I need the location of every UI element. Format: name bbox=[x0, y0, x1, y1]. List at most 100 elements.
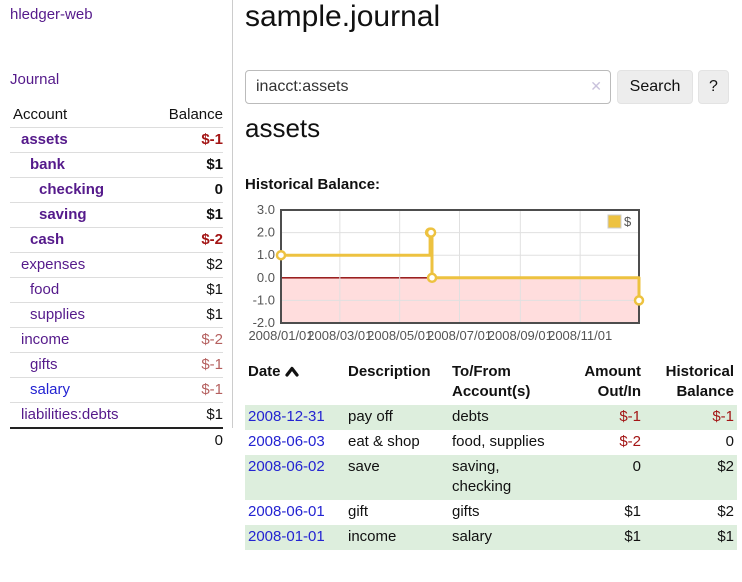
transaction-date-link[interactable]: 2008-01-01 bbox=[248, 528, 325, 545]
register-row: 2008-12-31 pay off debts $-1 $-1 bbox=[245, 405, 737, 430]
register-row: 2008-01-01 income salary $1 $1 bbox=[245, 525, 737, 550]
account-link-liabilities-debts[interactable]: liabilities:debts bbox=[21, 406, 119, 423]
data-point-marker bbox=[426, 272, 438, 284]
transaction-date-cell: 2008-01-01 bbox=[245, 525, 345, 550]
x-axis-tick-label: 2008/11/01 bbox=[548, 328, 612, 343]
register-row: 2008-06-01 gift gifts $1 $2 bbox=[245, 500, 737, 525]
transaction-date-cell: 2008-12-31 bbox=[245, 405, 345, 430]
account-balance: $1 bbox=[152, 277, 223, 303]
x-axis-tick-label: 2008/09/01 bbox=[488, 328, 553, 343]
account-balance: $2 bbox=[152, 252, 223, 278]
search-input[interactable] bbox=[245, 70, 611, 104]
y-axis-tick-label: 0.0 bbox=[257, 270, 275, 285]
account-row: checking 0 bbox=[10, 177, 223, 203]
transaction-balance-cell: 0 bbox=[725, 433, 734, 450]
transaction-description-cell: save bbox=[348, 458, 380, 475]
help-button[interactable]: ? bbox=[698, 70, 729, 104]
transaction-balance-cell: $1 bbox=[717, 528, 734, 545]
transaction-amount-cell: $1 bbox=[624, 503, 641, 520]
account-link-cash[interactable]: cash bbox=[30, 231, 65, 248]
clear-search-icon[interactable]: ✕ bbox=[590, 78, 602, 94]
transaction-accounts-cell: gifts bbox=[452, 503, 480, 520]
account-row: saving $1 bbox=[10, 202, 223, 228]
total-row: 0 bbox=[10, 427, 223, 453]
transaction-accounts-cell: saving, checking bbox=[452, 458, 512, 495]
transaction-date-cell: 2008-06-01 bbox=[245, 500, 345, 525]
main-content: sample.journal ✕ Search ? assets Histori… bbox=[245, 0, 739, 582]
account-link-assets[interactable]: assets bbox=[21, 131, 68, 148]
account-balance: $1 bbox=[152, 152, 223, 178]
transaction-date-link[interactable]: 2008-12-31 bbox=[248, 408, 325, 425]
y-axis-tick-label: 3.0 bbox=[257, 202, 275, 217]
nav-journal-link[interactable]: Journal bbox=[10, 71, 60, 88]
transaction-amount-cell: $-2 bbox=[619, 433, 641, 450]
account-balance-table: Account Balance assets $-1 bank $1 checking 0… bbox=[10, 103, 223, 453]
transaction-date-cell: 2008-06-03 bbox=[245, 430, 345, 455]
account-heading: assets bbox=[245, 113, 321, 143]
transaction-amount-cell: $-1 bbox=[619, 408, 641, 425]
account-balance: $1 bbox=[152, 402, 223, 428]
transaction-description-cell: eat & shop bbox=[348, 433, 420, 450]
search-box: ✕ bbox=[245, 70, 611, 104]
account-link-gifts[interactable]: gifts bbox=[30, 356, 58, 373]
data-point-marker bbox=[633, 295, 645, 306]
account-link-expenses[interactable]: expenses bbox=[21, 256, 86, 273]
account-balance: 0 bbox=[152, 177, 223, 203]
transaction-date-link[interactable]: 2008-06-01 bbox=[248, 503, 325, 520]
account-link-income[interactable]: income bbox=[21, 331, 70, 348]
historical-balance-chart: $3.0 2.0 1.0 0.0 -1.0 -2.0 2008/01/01 2008/03/0… bbox=[245, 196, 742, 351]
balance-column-header: Balance bbox=[168, 106, 223, 123]
transaction-balance-cell: $2 bbox=[717, 503, 734, 520]
amount-column-header: Amount Out/In bbox=[584, 363, 641, 400]
account-row: income $-2 bbox=[10, 327, 223, 353]
transaction-accounts-cell: salary bbox=[452, 528, 493, 545]
register-table: Date Description To/From Account(s) Amou… bbox=[245, 360, 737, 550]
legend-label: $ bbox=[624, 214, 632, 229]
account-row: food $1 bbox=[10, 277, 223, 303]
x-axis-tick-label: 2008/05/01 bbox=[367, 328, 432, 343]
account-row: expenses $2 bbox=[10, 252, 223, 278]
y-axis-tick-label: 2.0 bbox=[257, 225, 275, 240]
chart-title: Historical Balance: bbox=[245, 176, 381, 193]
transaction-amount-cell: $1 bbox=[624, 528, 641, 545]
x-axis-tick-label: 2008/01/01 bbox=[248, 328, 313, 343]
account-link-bank[interactable]: bank bbox=[30, 156, 66, 173]
account-link-salary[interactable]: salary bbox=[30, 381, 71, 398]
account-row: gifts $-1 bbox=[10, 352, 223, 378]
y-axis-tick-label: 1.0 bbox=[257, 247, 275, 262]
account-row: bank $1 bbox=[10, 152, 223, 178]
brand-link[interactable]: hledger-web bbox=[10, 6, 93, 23]
account-table-header-row: Account Balance bbox=[10, 103, 223, 128]
account-balance: $1 bbox=[152, 302, 223, 328]
account-link-food[interactable]: food bbox=[30, 281, 60, 298]
x-axis-tick-label: 2008/07/01 bbox=[427, 328, 492, 343]
search-button[interactable]: Search bbox=[617, 70, 693, 104]
account-column-header: Account bbox=[13, 106, 68, 123]
transaction-description-cell: gift bbox=[348, 503, 369, 520]
historical-balance-column-header: Historical Balance bbox=[665, 363, 734, 400]
x-axis-tick-label: 2008/03/01 bbox=[307, 328, 372, 343]
account-row: supplies $1 bbox=[10, 302, 223, 328]
y-axis-tick-label: -1.0 bbox=[253, 292, 275, 307]
account-link-saving[interactable]: saving bbox=[39, 206, 87, 223]
transaction-date-link[interactable]: 2008-06-03 bbox=[248, 433, 325, 450]
sort-ascending-icon bbox=[284, 366, 299, 377]
y-axis-tick-label: -2.0 bbox=[253, 315, 275, 330]
date-column-header[interactable]: Date bbox=[245, 360, 345, 405]
account-row: liabilities:debts $1 bbox=[10, 402, 223, 428]
description-column-header: Description bbox=[348, 363, 431, 380]
register-header-row: Date Description To/From Account(s) Amou… bbox=[245, 360, 737, 405]
register-row: 2008-06-02 save saving, checking 0 $2 bbox=[245, 455, 737, 500]
account-link-supplies[interactable]: supplies bbox=[30, 306, 86, 323]
transaction-date-cell: 2008-06-02 bbox=[245, 455, 345, 500]
account-balance: $-1 bbox=[152, 352, 223, 378]
transaction-description-cell: income bbox=[348, 528, 397, 545]
account-link-checking[interactable]: checking bbox=[39, 181, 105, 198]
transaction-accounts-cell: debts bbox=[452, 408, 489, 425]
legend-swatch bbox=[607, 214, 622, 229]
transaction-date-link[interactable]: 2008-06-02 bbox=[248, 458, 325, 475]
account-row: cash $-2 bbox=[10, 227, 223, 253]
account-balance: $-2 bbox=[152, 227, 223, 253]
account-row: salary $-1 bbox=[10, 377, 223, 403]
data-point-marker bbox=[275, 249, 287, 261]
